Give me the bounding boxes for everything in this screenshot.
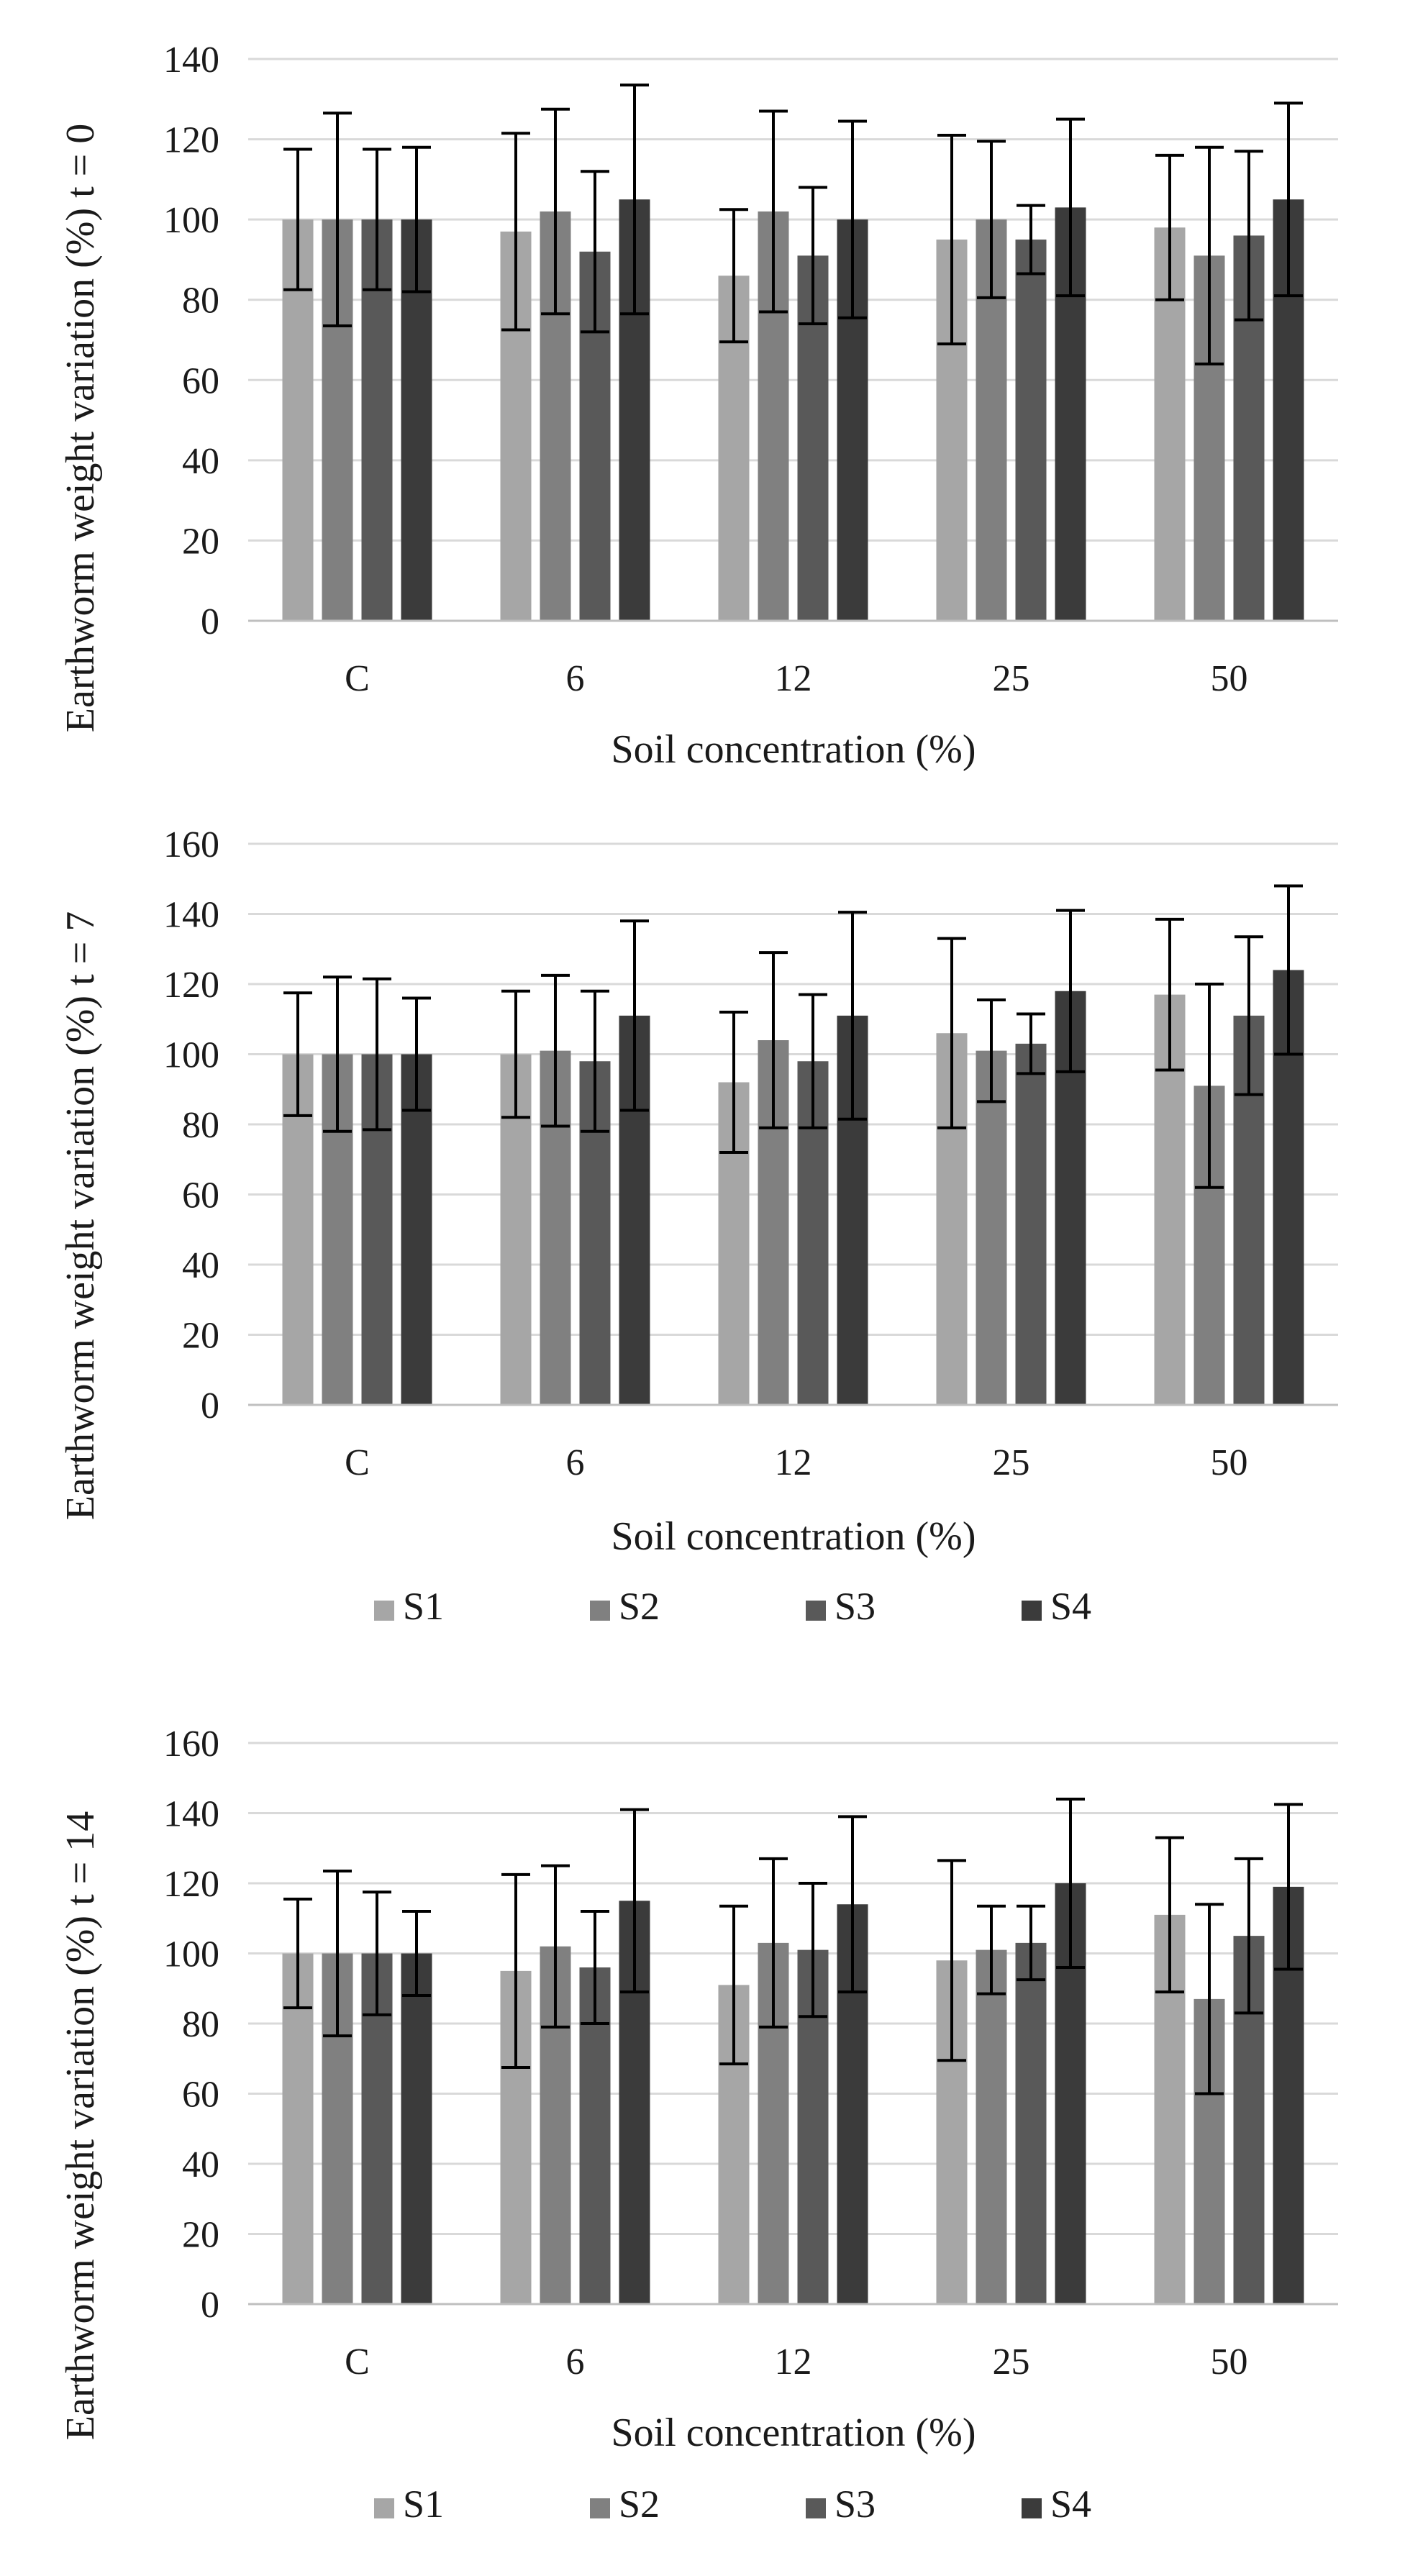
x-tick-label: 25	[993, 1442, 1030, 1483]
y-tick-label: 120	[163, 120, 219, 161]
y-tick-label: 100	[163, 200, 219, 241]
y-tick-label: 20	[182, 521, 219, 562]
bar-s4	[401, 1953, 432, 2304]
x-tick-label: 6	[566, 2341, 585, 2382]
legend-swatch-s2	[590, 2498, 610, 2518]
bars	[282, 1883, 1304, 2304]
y-tick-label: 100	[163, 1035, 219, 1076]
x-tick-label: 25	[993, 2341, 1030, 2382]
y-axis-title: Earthworm weight variation (%) t = 0	[58, 124, 103, 732]
x-axis-title: Soil concentration (%)	[611, 2411, 976, 2455]
x-tick-label: C	[345, 1442, 370, 1483]
bar-s3	[1015, 1942, 1047, 2304]
x-tick-label: 6	[566, 658, 585, 699]
y-tick-label: 160	[163, 1724, 219, 1765]
bar-s3	[1015, 1043, 1047, 1405]
y-tick-label: 80	[182, 1105, 219, 1146]
legend-swatch-s4	[1022, 1601, 1042, 1621]
legend-swatch-s4	[1022, 2498, 1042, 2518]
x-tick-labels: C 6 12 25 50	[345, 1442, 1247, 1483]
bar-s4	[401, 1054, 432, 1405]
legend-label-s1: S1	[403, 2482, 444, 2526]
chart-t7: 0 20 40 60 80 100 120 140 160 C 6 12 25 50 Soil conc…	[58, 824, 1338, 1628]
y-tick-labels: 0 20 40 60 80 100 120 140 160	[163, 1724, 219, 2326]
y-tick-label: 60	[182, 2075, 219, 2116]
y-tick-label: 80	[182, 2004, 219, 2045]
y-axis-title: Earthworm weight variation (%) t = 7	[58, 911, 103, 1520]
legend-label-s3: S3	[835, 2482, 876, 2526]
y-tick-labels: 0 20 40 60 80 100 120 140	[163, 40, 219, 642]
bars	[282, 970, 1304, 1405]
y-tick-label: 140	[163, 895, 219, 936]
x-tick-label: 50	[1211, 1442, 1248, 1483]
x-tick-label: 12	[775, 658, 812, 699]
bar-s2	[976, 1949, 1007, 2304]
y-tick-label: 0	[201, 601, 219, 642]
y-axis-title: Earthworm weight variation (%) t = 14	[58, 1811, 103, 2440]
bar-s1	[282, 1953, 314, 2304]
legend-swatch-s2	[590, 1601, 610, 1621]
legend-swatch-s1	[374, 2498, 394, 2518]
x-tick-label: C	[345, 2341, 370, 2382]
legend-label-s3: S3	[835, 1585, 876, 1628]
x-tick-label: 50	[1211, 2341, 1248, 2382]
x-tick-label: 25	[993, 658, 1030, 699]
y-tick-label: 120	[163, 965, 219, 1006]
y-tick-label: 40	[182, 2144, 219, 2185]
y-tick-label: 140	[163, 1794, 219, 1835]
y-tick-label: 40	[182, 441, 219, 482]
chart-t0: 0 20 40 60 80 100 120 140 C 6 12 25 50 Soil concent…	[58, 40, 1338, 772]
legend-label-s4: S4	[1050, 1585, 1091, 1628]
y-tick-labels: 0 20 40 60 80 100 120 140 160	[163, 824, 219, 1426]
legend-swatch-s1	[374, 1601, 394, 1621]
y-tick-label: 120	[163, 1864, 219, 1905]
legend-label-s2: S2	[619, 1585, 660, 1628]
legend-label-s4: S4	[1050, 2482, 1091, 2526]
error-bars	[283, 1798, 1303, 2095]
x-axis-title: Soil concentration (%)	[611, 1514, 976, 1559]
legend-label-s2: S2	[619, 2482, 660, 2526]
y-tick-label: 60	[182, 1175, 219, 1216]
y-tick-label: 20	[182, 1316, 219, 1357]
y-tick-label: 60	[182, 360, 219, 401]
x-tick-labels: C 6 12 25 50	[345, 658, 1247, 699]
y-tick-label: 80	[182, 281, 219, 322]
y-tick-label: 40	[182, 1245, 219, 1286]
legend: S1 S2 S3 S4	[374, 2482, 1091, 2526]
x-tick-label: 12	[775, 1442, 812, 1483]
x-tick-label: 12	[775, 2341, 812, 2382]
y-tick-label: 160	[163, 824, 219, 865]
y-tick-label: 0	[201, 2285, 219, 2326]
x-tick-labels: C 6 12 25 50	[345, 2341, 1247, 2382]
y-tick-label: 20	[182, 2215, 219, 2256]
legend-swatch-s3	[806, 1601, 826, 1621]
error-bars	[283, 83, 1303, 365]
y-tick-label: 140	[163, 40, 219, 81]
bars	[282, 199, 1304, 622]
bar-s2	[976, 1050, 1007, 1405]
legend-label-s1: S1	[403, 1585, 444, 1628]
x-tick-label: C	[345, 658, 370, 699]
chart-t14: 0 20 40 60 80 100 120 140 160 C 6 12 25 50 Soil conc…	[58, 1724, 1338, 2526]
x-axis-title: Soil concentration (%)	[611, 727, 976, 772]
legend-swatch-s3	[806, 2498, 826, 2518]
x-tick-label: 50	[1211, 658, 1248, 699]
y-tick-label: 100	[163, 1934, 219, 1975]
y-tick-label: 0	[201, 1385, 219, 1426]
legend: S1 S2 S3 S4	[374, 1585, 1091, 1628]
bar-s3	[1015, 240, 1047, 621]
error-bars	[283, 884, 1303, 1189]
x-tick-label: 6	[566, 1442, 585, 1483]
